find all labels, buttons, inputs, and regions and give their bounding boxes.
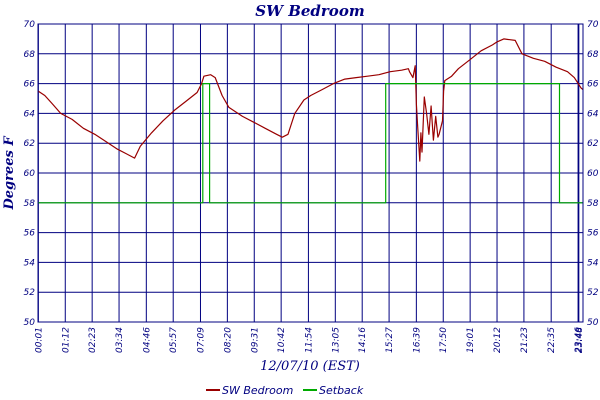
y-tick-label: 62 [24, 139, 36, 149]
y-tick-label: 54 [24, 258, 36, 268]
series-line-sw-bedroom [37, 38, 584, 162]
y-tick-label: 56 [24, 229, 36, 239]
plot-frame [37, 23, 584, 323]
y-tick-label-right: 56 [587, 229, 599, 239]
x-tick-label: 01:12 [61, 327, 71, 353]
x-tick-label: 23:46 [574, 327, 584, 353]
x-tick-label: 13:05 [331, 327, 341, 353]
y-tick-label-right: 66 [587, 80, 599, 90]
y-ticks-right: 50 52 54 56 58 60 62 64 66 68 70 [587, 20, 599, 328]
y-tick-label-right: 52 [587, 288, 599, 298]
y-tick-label-right: 50 [587, 318, 599, 328]
x-tick-label: 17:50 [439, 327, 449, 353]
x-tick-label: 14:16 [358, 327, 368, 353]
y-tick-label: 68 [24, 50, 36, 60]
chart-title: SW Bedroom [255, 2, 364, 20]
x-tick-label: 00:01 [34, 327, 44, 353]
series-line-setback [38, 82, 583, 204]
x-ticks: 00:01 01:12 02:23 03:34 04:46 05:57 07:09 08:20… [34, 327, 584, 353]
x-tick-label: 15:27 [385, 327, 395, 353]
legend: SW Bedroom Setback [206, 384, 364, 397]
x-tick-label: 20:12 [493, 327, 503, 353]
x-tick-label: 07:09 [196, 327, 206, 353]
y-tick-label-right: 68 [587, 50, 599, 60]
y-tick-label: 58 [24, 199, 36, 209]
x-axis-label: 12/07/10 (EST) [260, 359, 360, 374]
y-tick-label-right: 58 [587, 199, 599, 209]
y-ticks-left: 50 52 54 56 58 60 62 64 66 68 70 [24, 20, 36, 328]
x-tick-label: 08:20 [223, 327, 233, 353]
y-tick-label-right: 70 [587, 20, 599, 30]
x-tick-label: 22:35 [547, 327, 557, 353]
y-tick-label-right: 54 [587, 258, 599, 268]
y-tick-label-right: 60 [587, 169, 599, 179]
x-tick-label: 09:31 [250, 327, 260, 353]
x-tick-label: 23:48 [575, 327, 585, 353]
y-tick-label-right: 64 [587, 109, 599, 119]
x-tick-label: 02:23 [88, 327, 98, 353]
y-axis-label: Degrees F [2, 136, 17, 211]
x-tick-label: 04:46 [142, 327, 152, 353]
x-tick-label: 05:57 [169, 327, 179, 353]
x-tick-label: 03:34 [115, 327, 125, 353]
x-tick-label: 19:01 [466, 327, 476, 353]
legend-label-sw-bedroom: SW Bedroom [222, 384, 293, 397]
y-tick-label: 70 [24, 20, 36, 30]
y-tick-label: 64 [24, 109, 36, 119]
x-tick-label: 16:39 [412, 327, 422, 353]
y-tick-label: 50 [24, 318, 36, 328]
series-lines [37, 38, 584, 204]
x-tick-label: 11:54 [304, 327, 314, 353]
x-tick-label: 21:23 [520, 327, 530, 353]
x-tick-label: 10:42 [277, 327, 287, 353]
gridlines [37, 23, 583, 323]
y-tick-label: 60 [24, 169, 36, 179]
y-tick-label-right: 62 [587, 139, 599, 149]
y-tick-label: 52 [24, 288, 36, 298]
y-tick-label: 66 [24, 80, 36, 90]
legend-label-setback: Setback [319, 384, 364, 397]
